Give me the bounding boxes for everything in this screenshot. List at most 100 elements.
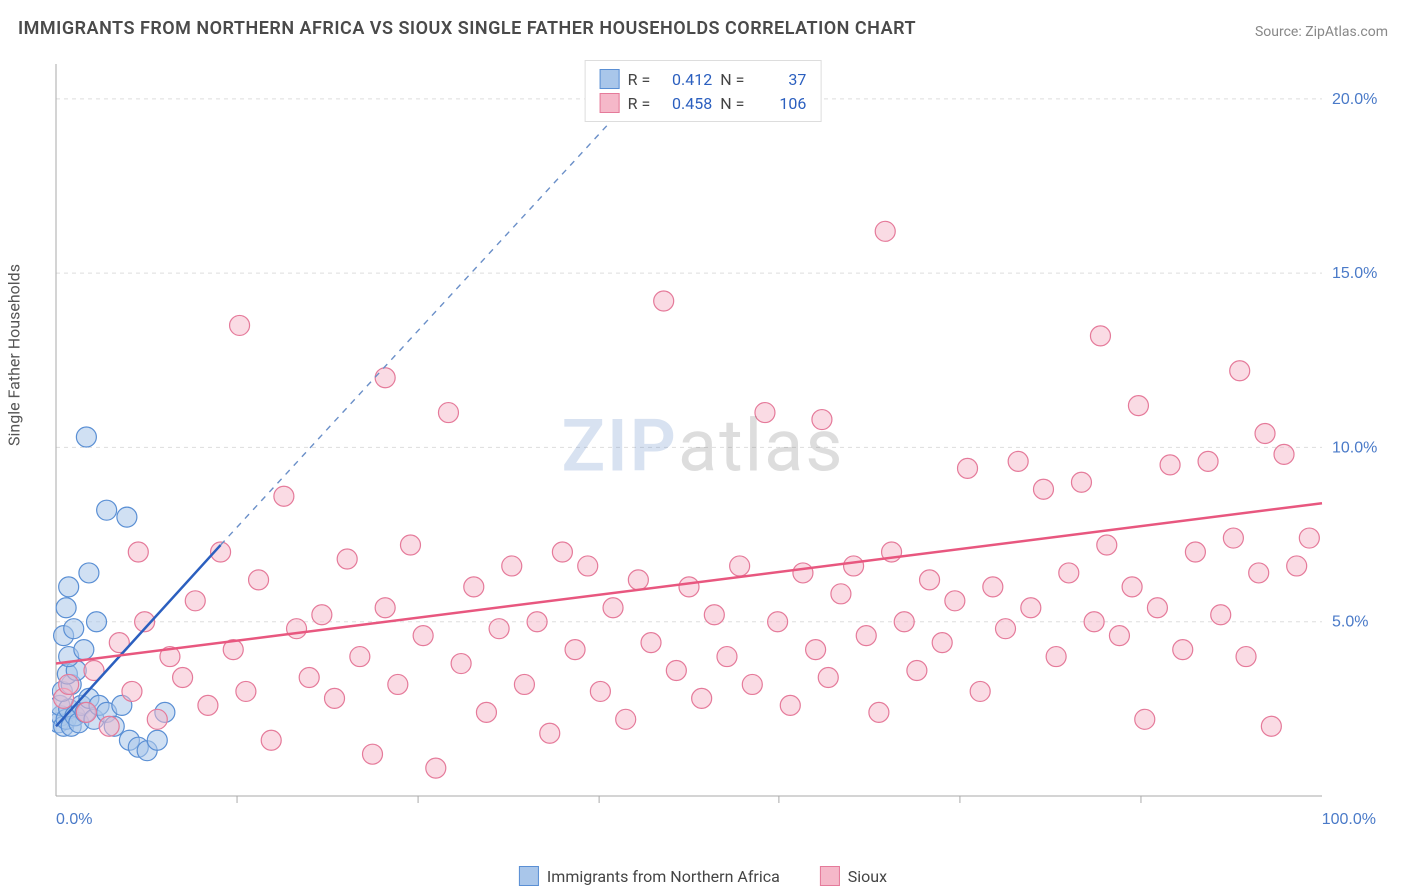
point-sioux (438, 403, 458, 423)
point-sioux (299, 667, 319, 687)
point-sioux (1287, 556, 1307, 576)
point-sioux (59, 674, 79, 694)
stat-r-val-1: 0.412 (658, 70, 712, 89)
point-sioux (502, 556, 522, 576)
point-sioux (363, 744, 383, 764)
point-sioux (875, 221, 895, 241)
point-sioux (325, 688, 345, 708)
point-sioux (958, 458, 978, 478)
point-sioux (793, 563, 813, 583)
point-sioux (413, 626, 433, 646)
x-tick-label: 0.0% (56, 811, 92, 828)
point-sioux (527, 612, 547, 632)
point-sioux (628, 570, 648, 590)
point-sioux (780, 695, 800, 715)
point-northern_africa (64, 619, 84, 639)
point-sioux (1122, 577, 1142, 597)
point-northern_africa (97, 500, 117, 520)
point-sioux (375, 598, 395, 618)
stat-n-label-2: N = (720, 94, 744, 113)
point-sioux (1147, 598, 1167, 618)
legend-label-1: Immigrants from Northern Africa (547, 867, 780, 886)
point-sioux (894, 612, 914, 632)
point-sioux (426, 758, 446, 778)
point-sioux (1059, 563, 1079, 583)
point-sioux (806, 640, 826, 660)
point-sioux (1255, 423, 1275, 443)
point-sioux (337, 549, 357, 569)
point-sioux (1223, 528, 1243, 548)
point-sioux (920, 570, 940, 590)
point-sioux (1236, 647, 1256, 667)
point-sioux (1299, 528, 1319, 548)
point-sioux (1135, 709, 1155, 729)
y-tick-label: 20.0% (1332, 91, 1377, 108)
stat-r-label-2: R = (628, 94, 651, 113)
legend-swatch-1 (519, 866, 539, 886)
point-sioux (907, 661, 927, 681)
point-sioux (654, 291, 674, 311)
point-sioux (818, 667, 838, 687)
point-northern_africa (59, 577, 79, 597)
point-sioux (1160, 455, 1180, 475)
point-sioux (1090, 326, 1110, 346)
point-sioux (755, 403, 775, 423)
y-axis-label: Single Father Households (5, 264, 24, 446)
point-sioux (730, 556, 750, 576)
point-northern_africa (79, 563, 99, 583)
point-sioux (1198, 451, 1218, 471)
point-sioux (464, 577, 484, 597)
chart-container: IMMIGRANTS FROM NORTHERN AFRICA VS SIOUX… (0, 0, 1406, 892)
point-sioux (844, 556, 864, 576)
point-sioux (565, 640, 585, 660)
point-sioux (249, 570, 269, 590)
stats-legend: R = 0.412 N = 37 R = 0.458 N = 106 (585, 60, 822, 122)
legend-item-2: Sioux (820, 866, 887, 886)
point-sioux (198, 695, 218, 715)
point-sioux (679, 577, 699, 597)
point-sioux (375, 368, 395, 388)
point-sioux (400, 535, 420, 555)
point-sioux (996, 619, 1016, 639)
point-northern_africa (117, 507, 137, 527)
x-tick-label: 100.0% (1322, 811, 1376, 828)
y-tick-label: 15.0% (1332, 265, 1377, 282)
point-sioux (552, 542, 572, 562)
point-sioux (831, 584, 851, 604)
point-sioux (1097, 535, 1117, 555)
point-sioux (983, 577, 1003, 597)
stats-row-series2: R = 0.458 N = 106 (600, 91, 807, 115)
legend-item-1: Immigrants from Northern Africa (519, 866, 780, 886)
y-tick-label: 10.0% (1332, 439, 1377, 456)
point-sioux (185, 591, 205, 611)
point-sioux (1249, 563, 1269, 583)
point-sioux (122, 681, 142, 701)
stat-n-val-2: 106 (752, 94, 806, 113)
point-sioux (451, 654, 471, 674)
point-sioux (76, 702, 96, 722)
y-tick-label: 5.0% (1332, 614, 1368, 631)
point-sioux (616, 709, 636, 729)
point-sioux (99, 716, 119, 736)
stats-row-series1: R = 0.412 N = 37 (600, 67, 807, 91)
plot-area: 5.0% 10.0% 15.0% 20.0% 0.0% 100.0% (52, 60, 1388, 838)
point-sioux (1128, 396, 1148, 416)
point-sioux (1261, 716, 1281, 736)
stat-n-label-1: N = (720, 70, 744, 89)
stat-r-label-1: R = (628, 70, 651, 89)
point-sioux (603, 598, 623, 618)
point-sioux (1021, 598, 1041, 618)
point-sioux (350, 647, 370, 667)
point-sioux (287, 619, 307, 639)
point-sioux (970, 681, 990, 701)
point-sioux (768, 612, 788, 632)
point-sioux (230, 315, 250, 335)
point-sioux (236, 681, 256, 701)
point-sioux (173, 667, 193, 687)
point-sioux (717, 647, 737, 667)
point-sioux (1046, 647, 1066, 667)
point-sioux (388, 674, 408, 694)
trend-dash-northern_africa (221, 64, 664, 545)
point-sioux (1033, 479, 1053, 499)
point-sioux (578, 556, 598, 576)
